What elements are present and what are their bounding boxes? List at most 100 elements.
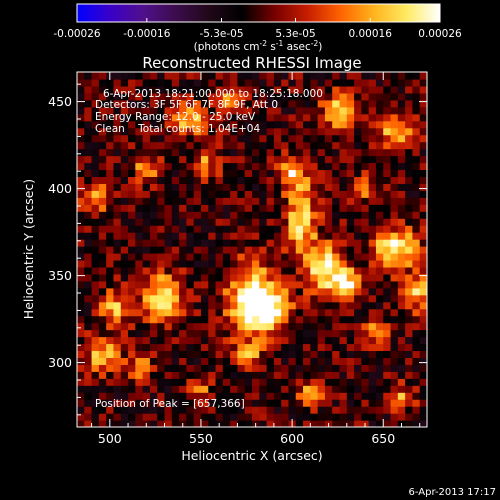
heatmap-cell [368, 308, 377, 317]
heatmap-cell [113, 183, 122, 191]
heatmap-cell [339, 204, 348, 212]
heatmap-cell [186, 385, 195, 393]
heatmap-cell [383, 211, 392, 219]
heatmap-cell [383, 113, 392, 122]
heatmap-cell [179, 343, 187, 352]
heatmap-cell [215, 399, 224, 407]
heatmap-cell [98, 350, 107, 358]
heatmap-cell [230, 218, 239, 226]
heatmap-cell [157, 99, 166, 108]
heatmap-cell [252, 155, 260, 164]
heatmap-cell [361, 413, 370, 421]
heatmap-cell [91, 259, 100, 268]
heatmap-cell [120, 392, 129, 400]
heatmap-cell [91, 406, 100, 414]
heatmap-cell [215, 197, 224, 205]
heatmap-cell [332, 176, 341, 184]
heatmap-cell [98, 239, 107, 247]
heatmap-cell [419, 343, 427, 352]
heatmap-cell [98, 364, 107, 372]
heatmap-cell [77, 287, 85, 296]
heatmap-cell [339, 113, 348, 122]
heatmap-cell [259, 183, 268, 191]
heatmap-cell [346, 420, 355, 427]
heatmap-cell [120, 413, 129, 421]
heatmap-cell [295, 162, 304, 171]
heatmap-cell [266, 197, 275, 205]
heatmap-cell [230, 148, 239, 157]
heatmap-cell [222, 232, 231, 240]
heatmap-cell [200, 378, 209, 386]
heatmap-cell [397, 148, 406, 157]
heatmap-cell [179, 176, 187, 184]
heatmap-cell [128, 280, 136, 289]
heatmap-cell [91, 218, 100, 226]
heatmap-cell [208, 308, 217, 317]
heatmap-cell [171, 204, 180, 212]
heatmap-cell [354, 106, 362, 115]
heatmap-cell [157, 420, 166, 427]
heatmap-cell [164, 392, 173, 400]
heatmap-cell [193, 392, 202, 400]
heatmap-cell [390, 127, 399, 136]
heatmap-cell [281, 371, 290, 379]
heatmap-cell [135, 127, 144, 136]
heatmap-cell [157, 406, 166, 414]
heatmap-cell [208, 72, 217, 80]
heatmap-cell [375, 280, 384, 289]
heatmap-cell [295, 211, 304, 219]
heatmap-cell [120, 350, 129, 358]
heatmap-cell [339, 176, 348, 184]
heatmap-cell [120, 273, 129, 282]
heatmap-cell [303, 371, 311, 379]
heatmap-cell [84, 315, 93, 324]
heatmap-cell [303, 176, 311, 184]
heatmap-cell [390, 134, 399, 143]
heatmap-cell [237, 273, 246, 282]
heatmap-cell [259, 350, 268, 358]
heatmap-cell [354, 273, 362, 282]
heatmap-cell [412, 78, 421, 87]
heatmap-cell [84, 273, 93, 282]
heatmap-cell [91, 315, 100, 324]
heatmap-cell [179, 336, 187, 345]
heatmap-cell [288, 259, 297, 268]
heatmap-cell [208, 197, 217, 205]
heatmap-cell [149, 252, 158, 261]
heatmap-cell [244, 287, 253, 296]
heatmap-cell [77, 78, 85, 87]
heatmap-cell [332, 287, 341, 296]
heatmap-cell [339, 287, 348, 296]
heatmap-cell [244, 183, 253, 191]
heatmap-cell [368, 78, 377, 87]
heatmap-cell [84, 113, 93, 122]
heatmap-cell [303, 78, 311, 87]
heatmap-cell [193, 301, 202, 310]
heatmap-cell [295, 204, 304, 212]
heatmap-cell [208, 239, 217, 247]
heatmap-cell [383, 392, 392, 400]
heatmap-cell [419, 280, 427, 289]
heatmap-cell [252, 280, 260, 289]
heatmap-cell [113, 239, 122, 247]
heatmap-cell [405, 232, 414, 240]
heatmap-cell [339, 78, 348, 87]
heatmap-cell [135, 72, 144, 80]
heatmap-cell [303, 266, 311, 275]
heatmap-cell [397, 287, 406, 296]
heatmap-cell [91, 176, 100, 184]
heatmap-cell [390, 273, 399, 282]
heatmap-cell [295, 280, 304, 289]
heatmap-cell [142, 78, 151, 87]
heatmap-cell [303, 343, 311, 352]
heatmap-cell [332, 308, 341, 317]
heatmap-cell [273, 85, 282, 94]
heatmap-cell [230, 287, 239, 296]
heatmap-cell [208, 85, 217, 94]
heatmap-cell [390, 259, 399, 268]
heatmap-cell [281, 246, 290, 254]
heatmap-cell [383, 120, 392, 129]
heatmap-cell [149, 357, 158, 365]
heatmap-cell [259, 85, 268, 94]
heatmap-cell [281, 190, 290, 198]
